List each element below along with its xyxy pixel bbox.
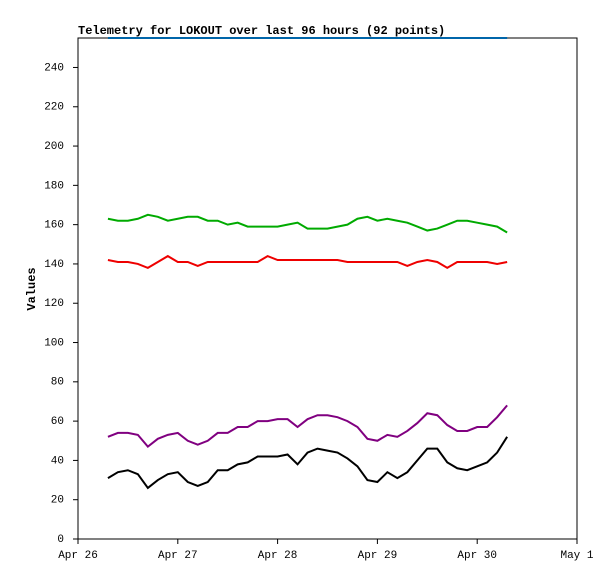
series-line [107,254,508,270]
y-tick-label: 80 [51,377,64,389]
y-tick-label: 200 [44,141,64,153]
series-line [107,404,508,449]
x-tick-label: Apr 27 [158,550,198,562]
x-tick-label: Apr 29 [358,550,398,562]
plot-frame [77,37,578,540]
y-tick-label: 100 [44,337,64,349]
x-tick-label: Apr 26 [58,550,98,562]
x-tick-label: Apr 30 [457,550,497,562]
x-tick-label: Apr 28 [258,550,298,562]
y-tick-label: 0 [57,534,64,546]
y-tick-label: 180 [44,180,64,192]
series-line [107,213,508,234]
series-line [107,436,508,490]
y-tick-label: 40 [51,455,64,467]
y-tick-label: 60 [51,416,64,428]
chart-title: Telemetry for LOKOUT over last 96 hours … [78,24,445,38]
y-tick-label: 140 [44,259,64,271]
y-tick-label: 160 [44,220,64,232]
y-tick-label: 240 [44,62,64,74]
x-tick-label: May 1 [560,550,593,562]
y-tick-label: 120 [44,298,64,310]
y-tick-label: 220 [44,102,64,114]
y-tick-label: 20 [51,495,64,507]
y-axis-label: Values [25,267,39,310]
